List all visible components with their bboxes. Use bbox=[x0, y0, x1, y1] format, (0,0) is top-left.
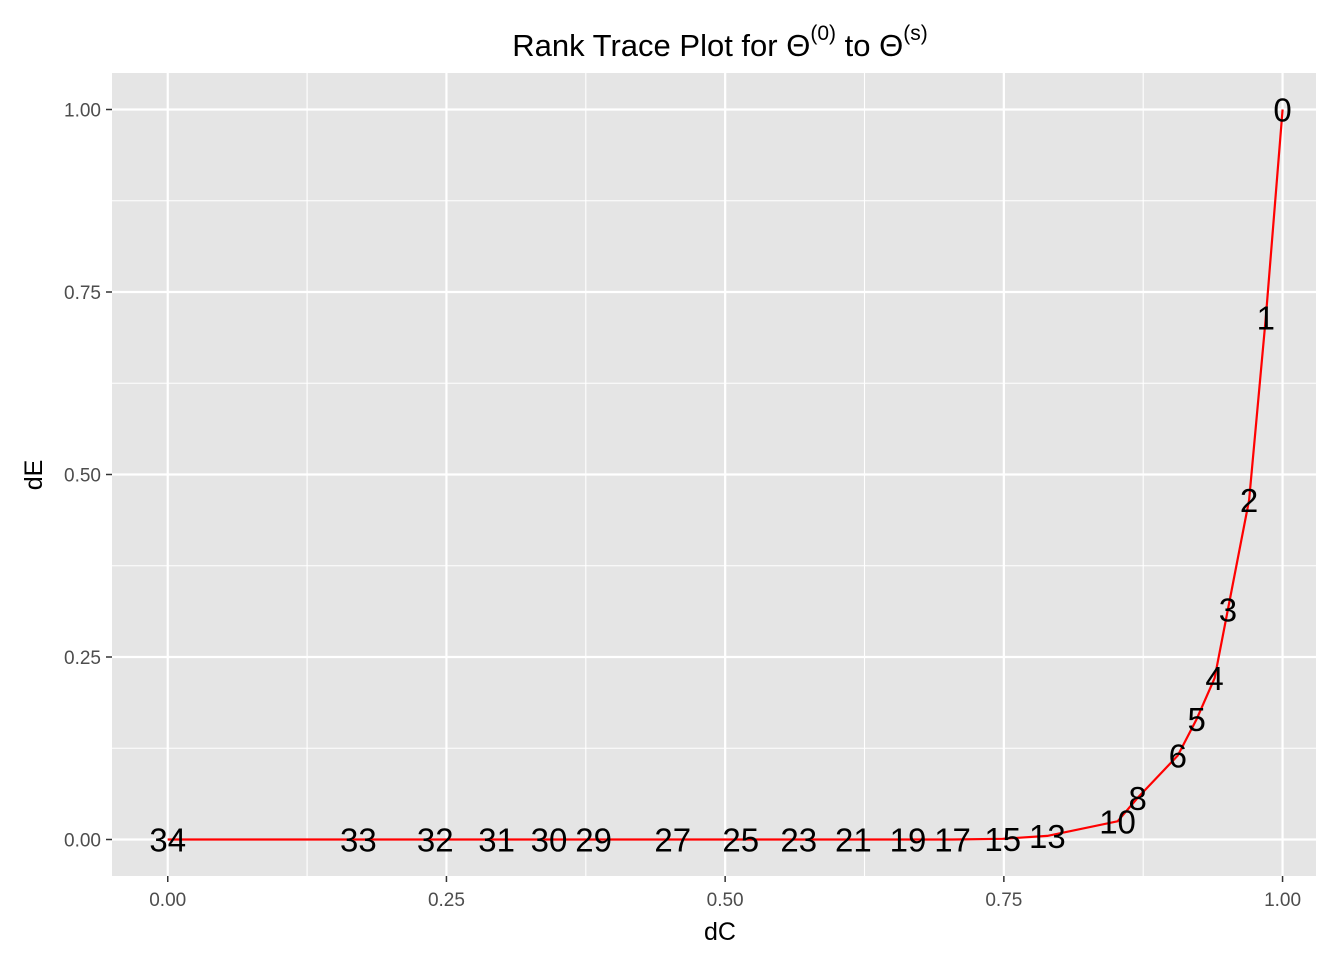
point-label-1: 1 bbox=[1257, 300, 1275, 337]
point-label-3: 3 bbox=[1219, 592, 1237, 629]
x-tick-label: 1.00 bbox=[1264, 890, 1301, 911]
y-tick-label: 0.00 bbox=[64, 831, 101, 852]
point-label-21: 21 bbox=[835, 822, 872, 859]
point-label-13: 13 bbox=[1029, 818, 1066, 855]
x-tick-label: 0.75 bbox=[985, 890, 1022, 911]
point-label-32: 32 bbox=[417, 822, 454, 859]
point-label-6: 6 bbox=[1169, 738, 1187, 775]
chart-title-symbol-end: Θ bbox=[879, 28, 903, 63]
point-label-5: 5 bbox=[1188, 701, 1206, 738]
point-label-15: 15 bbox=[984, 821, 1021, 858]
y-axis-title: dE bbox=[20, 460, 48, 491]
point-label-2: 2 bbox=[1240, 482, 1258, 519]
y-tick-label: 1.00 bbox=[64, 101, 101, 122]
point-label-23: 23 bbox=[780, 822, 817, 859]
point-label-29: 29 bbox=[575, 822, 612, 859]
point-label-10: 10 bbox=[1099, 803, 1136, 840]
point-label-27: 27 bbox=[654, 822, 691, 859]
point-label-4: 4 bbox=[1205, 660, 1223, 697]
rank-trace-line bbox=[167, 109, 1284, 841]
point-label-8: 8 bbox=[1128, 780, 1146, 817]
x-axis-title: dC bbox=[704, 918, 736, 946]
point-label-19: 19 bbox=[890, 822, 927, 859]
point-label-33: 33 bbox=[340, 822, 377, 859]
chart-title-sup-start: (0) bbox=[810, 22, 836, 45]
y-axis: 0.00 0.25 0.50 0.75 1.00 bbox=[64, 101, 112, 852]
point-label-34: 34 bbox=[149, 822, 186, 859]
point-label-25: 25 bbox=[722, 822, 759, 859]
point-label-30: 30 bbox=[531, 822, 568, 859]
x-tick-label: 0.25 bbox=[428, 890, 465, 911]
point-label-17: 17 bbox=[934, 822, 971, 859]
point-label-0: 0 bbox=[1273, 92, 1291, 129]
x-axis: 0.00 0.25 0.50 0.75 1.00 bbox=[149, 876, 1301, 911]
point-label-31: 31 bbox=[478, 822, 515, 859]
chart-title-prefix: Rank Trace Plot for bbox=[512, 28, 786, 63]
chart-title-symbol-start: Θ bbox=[786, 28, 810, 63]
chart-title: Rank Trace Plot for Θ(0) to Θ(s) bbox=[512, 22, 927, 63]
x-tick-label: 0.00 bbox=[149, 890, 186, 911]
y-tick-label: 0.75 bbox=[64, 283, 101, 304]
x-tick-label: 0.50 bbox=[707, 890, 744, 911]
chart-title-connector: to bbox=[836, 28, 879, 63]
y-tick-label: 0.25 bbox=[64, 648, 101, 669]
y-tick-label: 0.50 bbox=[64, 466, 101, 487]
chart-title-sup-end: (s) bbox=[903, 22, 928, 45]
